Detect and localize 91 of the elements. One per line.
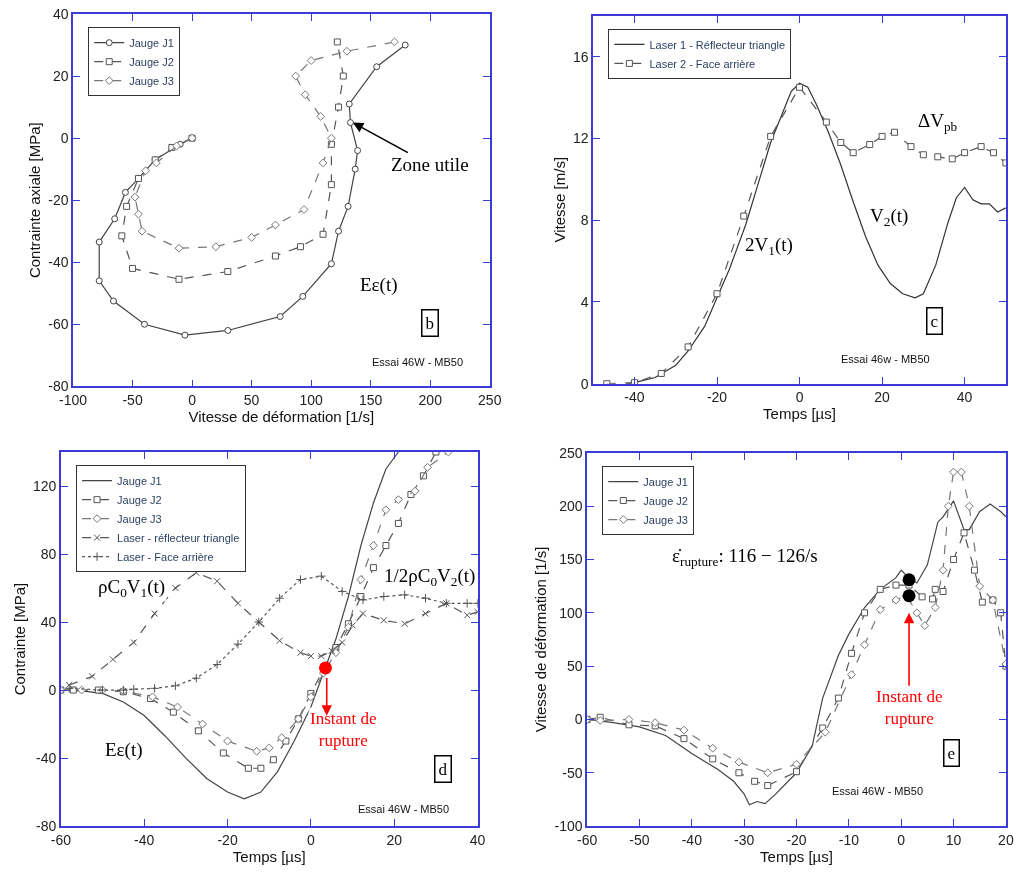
y-tick-label: 8 <box>580 212 589 229</box>
annotation: d <box>438 759 448 779</box>
legend-label: Laser 2 - Face arrière <box>649 57 756 70</box>
x-tick-label: 40 <box>956 389 973 406</box>
legend-label: Jauge J3 <box>117 512 162 525</box>
x-axis-title: Vitesse de déformation [1/s] <box>188 407 375 425</box>
x-tick-label: -50 <box>629 831 650 848</box>
y-tick-label: -80 <box>48 378 69 395</box>
annotation: Essai 46W - MB50 <box>832 785 924 797</box>
y-tick-label: -20 <box>48 192 69 209</box>
y-tick-label: -80 <box>36 817 57 834</box>
legend-label: Jauge J2 <box>129 55 174 68</box>
legend-label: Jauge J3 <box>643 513 688 526</box>
legend-label: Jauge J1 <box>129 36 174 49</box>
y-tick-label: 40 <box>52 5 69 22</box>
annotation: 1/2ρC$_{0}$V$_{2}$(t) <box>384 565 476 589</box>
y-tick-label: -100 <box>554 817 583 834</box>
annotation: 2V$_{1}$(t) <box>745 234 793 258</box>
y-tick-label: 50 <box>566 658 583 675</box>
annotation: V$_{2}$(t) <box>870 205 909 229</box>
y-tick-label: 80 <box>40 545 57 562</box>
x-tick-label: 20 <box>874 389 891 406</box>
annotation: Eε(t) <box>360 274 398 296</box>
y-tick-label: 12 <box>573 130 589 147</box>
annotation: c <box>930 311 939 331</box>
annotation: ΔV$_{pb}$ <box>918 110 958 134</box>
y-tick-label: 0 <box>60 130 69 147</box>
y-tick-label: 0 <box>580 375 589 392</box>
x-tick-label: -30 <box>734 831 755 848</box>
legend-label: Jauge J1 <box>117 474 162 487</box>
y-tick-label: 120 <box>32 477 57 494</box>
y-axis-title: Vitesse [m/s] <box>550 156 568 243</box>
y-tick-label: -40 <box>48 254 69 271</box>
y-axis-title: Vitesse de déformation [1/s] <box>532 546 550 733</box>
x-tick-label: -20 <box>706 389 728 406</box>
y-tick-label: 200 <box>559 498 583 515</box>
annotation: e <box>947 743 956 763</box>
legend-label: Jauge J2 <box>643 494 688 507</box>
annotation: Essai 46W - MB50 <box>358 803 450 815</box>
legend-label: Laser - Face arrière <box>117 550 214 563</box>
y-tick-label: 40 <box>40 613 57 630</box>
x-tick-label: 200 <box>418 391 443 408</box>
x-tick-label: 0 <box>795 389 804 406</box>
x-tick-label: 150 <box>359 391 383 408</box>
x-axis-title: Temps [µs] <box>760 847 833 865</box>
x-tick-label: -40 <box>134 831 155 848</box>
legend-label: Jauge J2 <box>117 493 162 506</box>
annotation: ε̇$_{rupture}$: 116 − 126/s <box>672 545 818 569</box>
y-tick-label: 100 <box>559 604 583 621</box>
legend-label: Laser 1 - Réflecteur triangle <box>649 38 786 51</box>
x-tick-label: 20 <box>998 831 1014 848</box>
x-tick-label: 40 <box>469 831 486 848</box>
x-tick-label: -10 <box>838 831 860 848</box>
y-tick-label: 4 <box>580 293 589 310</box>
annotation: Essai 46W - MB50 <box>372 356 464 368</box>
x-tick-label: -40 <box>681 831 703 848</box>
y-tick-label: -50 <box>562 764 583 781</box>
y-tick-label: 20 <box>52 67 69 84</box>
y-tick-label: 0 <box>48 681 57 698</box>
legend-label: Jauge J1 <box>643 475 688 488</box>
legend-label: Jauge J3 <box>129 74 174 87</box>
x-tick-label: 0 <box>897 831 906 848</box>
y-axis-title: Contrainte [MPa] <box>10 582 28 696</box>
annotation: ρC$_{0}$V$_{1}$(t) <box>98 576 166 600</box>
y-tick-label: 250 <box>559 444 583 461</box>
annotation: Instant de rupture <box>310 709 377 751</box>
y-tick-label: -40 <box>36 749 57 766</box>
annotation: Eε(t) <box>105 739 143 761</box>
x-axis-title: Temps [µs] <box>232 847 306 865</box>
x-tick-label: -40 <box>624 389 645 406</box>
x-tick-label: 20 <box>386 831 403 848</box>
annotation: b <box>425 313 434 333</box>
y-tick-label: 16 <box>573 48 589 65</box>
legend-label: Laser - réflecteur triangle <box>117 531 240 544</box>
x-tick-label: 250 <box>478 391 502 408</box>
x-tick-label: -20 <box>217 831 238 848</box>
x-tick-label: -50 <box>122 391 143 408</box>
y-tick-label: 150 <box>559 551 583 568</box>
x-tick-label: 100 <box>299 391 324 408</box>
y-axis-title: Contrainte axiale [MPa] <box>25 122 43 279</box>
x-tick-label: 10 <box>945 831 962 848</box>
x-tick-label: -20 <box>786 831 807 848</box>
y-tick-label: -60 <box>48 316 69 333</box>
annotation: Instant de rupture <box>876 687 943 729</box>
x-tick-label: 0 <box>188 391 197 408</box>
x-tick-label: 0 <box>306 831 315 848</box>
x-axis-title: Temps [µs] <box>763 405 836 423</box>
annotation: Zone utile <box>391 154 469 175</box>
y-tick-label: 0 <box>574 711 583 728</box>
annotation: Essai 46w - MB50 <box>841 353 930 365</box>
x-tick-label: 50 <box>243 391 260 408</box>
